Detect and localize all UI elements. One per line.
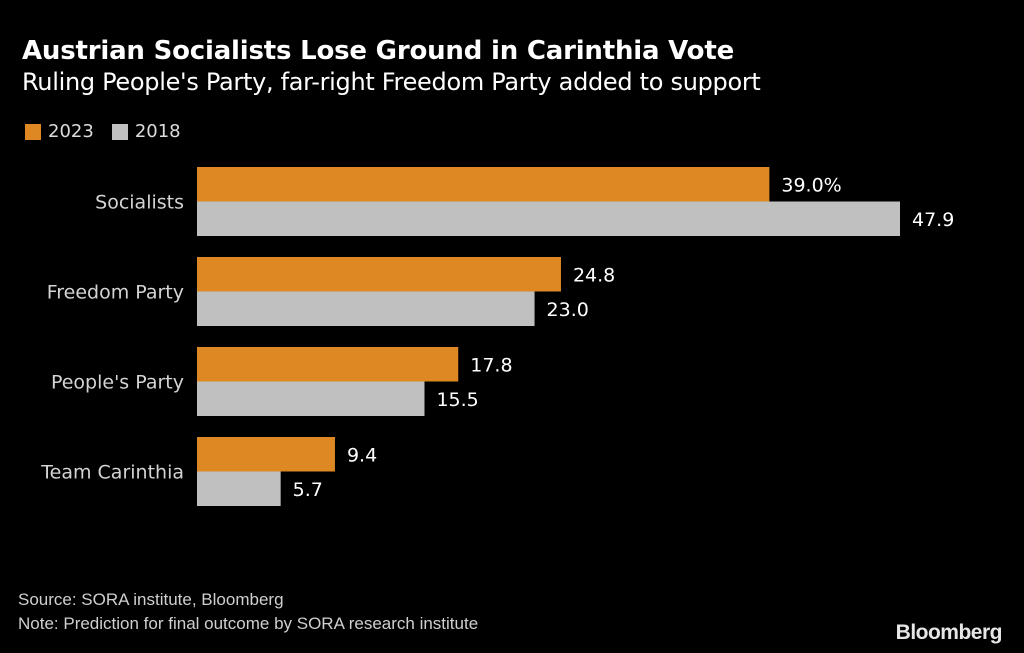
data-label-people-s-party-2018: 15.5 — [436, 389, 478, 411]
category-label-people-s-party: People's Party — [51, 372, 184, 394]
legend: 2023 2018 — [25, 121, 199, 142]
data-label-freedom-party-2018: 23.0 — [547, 299, 589, 321]
footnote: Note: Prediction for final outcome by SO… — [18, 614, 479, 633]
category-label-freedom-party: Freedom Party — [47, 282, 184, 304]
chart-subtitle: Ruling People's Party, far-right Freedom… — [22, 68, 761, 96]
data-label-team-carinthia-2023: 9.4 — [347, 444, 377, 466]
bar-people-s-party-2018 — [197, 381, 425, 416]
legend-item-2023: 2023 — [25, 121, 94, 142]
legend-label-2018: 2018 — [134, 121, 181, 142]
bar-people-s-party-2023 — [197, 347, 459, 382]
chart-title: Austrian Socialists Lose Ground in Carin… — [22, 36, 735, 66]
data-label-freedom-party-2023: 24.8 — [573, 264, 615, 286]
legend-swatch-2023 — [25, 123, 41, 140]
data-label-people-s-party-2023: 17.8 — [470, 354, 512, 376]
legend-item-2018: 2018 — [111, 121, 181, 142]
category-label-team-carinthia: Team Carinthia — [40, 462, 184, 484]
data-label-socialists-2018: 47.9 — [912, 209, 954, 231]
bar-freedom-party-2018 — [197, 291, 535, 326]
data-label-socialists-2023: 39.0% — [781, 174, 841, 196]
category-label-socialists: Socialists — [95, 192, 184, 214]
bar-socialists-2023 — [197, 167, 770, 202]
bar-team-carinthia-2023 — [197, 437, 335, 472]
bloomberg-logo: Bloomberg — [895, 621, 1003, 644]
data-label-team-carinthia-2018: 5.7 — [293, 479, 323, 501]
bar-chart: Socialists 39.0% 47.9 Freedom Party 24.8 23.0… — [40, 167, 954, 506]
legend-label-2023: 2023 — [48, 121, 94, 142]
bar-freedom-party-2023 — [197, 257, 561, 292]
legend-swatch-2018 — [111, 123, 128, 140]
source-note: Source: SORA institute, Bloomberg — [18, 590, 284, 609]
bar-socialists-2018 — [197, 201, 900, 236]
bar-team-carinthia-2018 — [197, 471, 281, 506]
